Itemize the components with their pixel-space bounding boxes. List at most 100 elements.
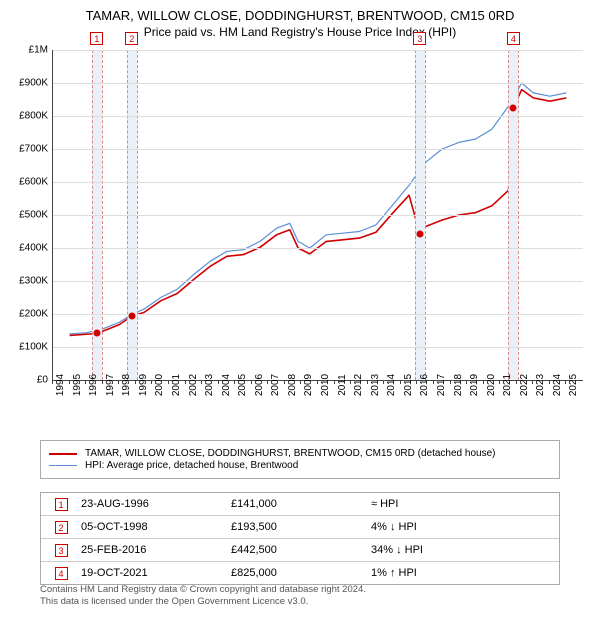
x-axis-label: 2003 [204,374,215,396]
x-axis-label: 1995 [72,374,83,396]
legend-item: HPI: Average price, detached house, Bren… [49,460,551,471]
x-tick [218,380,219,384]
y-gridline [53,149,583,150]
table-cell-hpi: 34% ↓ HPI [371,544,551,556]
x-axis-label: 2006 [254,374,265,396]
table-cell-marker: 3 [41,544,81,557]
marker-dot [93,330,100,337]
legend-label: HPI: Average price, detached house, Bren… [85,460,298,471]
marker-number-box: 3 [413,32,426,45]
x-axis-label: 2014 [386,374,397,396]
x-axis-label: 2019 [469,374,480,396]
table-cell-hpi: ≈ HPI [371,498,551,510]
y-gridline [53,281,583,282]
x-tick [234,380,235,384]
y-gridline [53,50,583,51]
table-cell-date: 25-FEB-2016 [81,544,231,556]
x-tick [565,380,566,384]
x-tick [69,380,70,384]
x-tick [450,380,451,384]
x-tick [251,380,252,384]
x-tick [549,380,550,384]
x-tick [185,380,186,384]
x-axis-label: 2022 [519,374,530,396]
y-axis-label: £0 [37,375,48,386]
series-line [70,90,567,336]
x-tick [118,380,119,384]
legend-swatch [49,453,77,455]
x-axis-label: 2009 [303,374,314,396]
legend: TAMAR, WILLOW CLOSE, DODDINGHURST, BRENT… [40,440,560,479]
x-tick [102,380,103,384]
marker-number-box: 4 [55,567,68,580]
x-tick [85,380,86,384]
table-cell-marker: 2 [41,521,81,534]
x-axis-label: 2020 [486,374,497,396]
x-tick [168,380,169,384]
y-axis-label: £800K [19,111,48,122]
y-axis-label: £700K [19,144,48,155]
table-cell-price: £193,500 [231,521,371,533]
x-axis-label: 2007 [270,374,281,396]
x-tick [135,380,136,384]
legend-swatch [49,465,77,466]
x-tick [350,380,351,384]
table-row: 4 19-OCT-2021£825,0001% ↑ HPI [41,562,559,584]
table-cell-date: 19-OCT-2021 [81,567,231,579]
y-axis-label: £400K [19,243,48,254]
x-tick [499,380,500,384]
x-axis-label: 2017 [436,374,447,396]
table-cell-price: £141,000 [231,498,371,510]
x-tick [516,380,517,384]
x-tick [317,380,318,384]
y-axis-label: £600K [19,177,48,188]
y-gridline [53,83,583,84]
x-axis-label: 2023 [535,374,546,396]
x-axis-label: 1994 [55,374,66,396]
marker-number-box: 2 [125,32,138,45]
y-axis-label: £1M [29,45,48,56]
footer: Contains HM Land Registry data © Crown c… [40,584,366,609]
y-gridline [53,182,583,183]
x-tick [532,380,533,384]
marker-number-box: 2 [55,521,68,534]
x-axis-label: 2005 [237,374,248,396]
marker-number-box: 4 [507,32,520,45]
transactions-table: 123-AUG-1996£141,000≈ HPI205-OCT-1998£19… [40,492,560,585]
x-axis-label: 2004 [221,374,232,396]
y-gridline [53,215,583,216]
table-cell-price: £825,000 [231,567,371,579]
x-tick [383,380,384,384]
legend-label: TAMAR, WILLOW CLOSE, DODDINGHURST, BRENT… [85,448,495,459]
footer-line-2: This data is licensed under the Open Gov… [40,596,366,608]
x-tick [334,380,335,384]
table-cell-price: £442,500 [231,544,371,556]
y-gridline [53,116,583,117]
x-axis-label: 2013 [370,374,381,396]
x-axis-label: 2025 [568,374,579,396]
series-line [70,83,567,334]
x-axis-label: 2012 [353,374,364,396]
x-axis-label: 2021 [502,374,513,396]
plot-area: 1234 [52,50,583,381]
x-tick [433,380,434,384]
table-row: 123-AUG-1996£141,000≈ HPI [41,493,559,516]
table-row: 3 25-FEB-2016£442,50034% ↓ HPI [41,539,559,562]
table-cell-hpi: 1% ↑ HPI [371,567,551,579]
x-axis-label: 2002 [188,374,199,396]
x-axis-label: 2010 [320,374,331,396]
x-tick [416,380,417,384]
chart-area: 1234 £0£100K£200K£300K£400K£500K£600K£70… [52,50,582,410]
x-tick [267,380,268,384]
x-axis-label: 1996 [88,374,99,396]
marker-number-box: 3 [55,544,68,557]
x-axis-label: 1997 [105,374,116,396]
y-axis-label: £100K [19,342,48,353]
table-cell-marker: 1 [41,498,81,511]
x-tick [400,380,401,384]
x-axis-label: 2015 [403,374,414,396]
marker-dot [510,104,517,111]
x-axis-label: 2008 [287,374,298,396]
x-tick [52,380,53,384]
y-gridline [53,347,583,348]
